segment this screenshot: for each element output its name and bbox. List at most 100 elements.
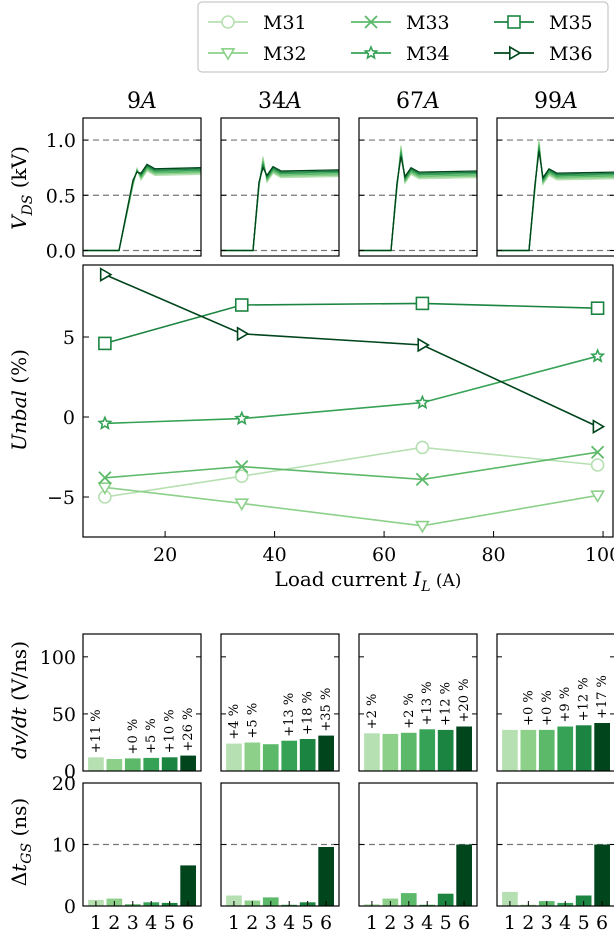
unbal-point-M35 <box>98 336 112 351</box>
dvdt-bar-M36 <box>594 723 610 771</box>
dvdt-bar-label: +13 % <box>420 681 435 725</box>
vds-trace-M34 <box>83 166 202 252</box>
unbal-point-M32 <box>234 498 250 511</box>
dvdt-bar-M31 <box>226 743 242 771</box>
dvdt-bar-label: +2 % <box>402 693 417 729</box>
unbal-point-M33 <box>235 459 249 474</box>
unbal-series-M33 <box>98 445 605 487</box>
dvdt-bar-label: +0 % <box>521 690 536 726</box>
unbal-point-M32 <box>415 520 430 534</box>
legend-label-M34: M34 <box>406 43 450 65</box>
vds-trace-M31 <box>497 140 614 252</box>
dvdt-ytick-label: 100 <box>40 647 76 669</box>
legend-marker-M33 <box>364 15 378 29</box>
unbal-xtick-label: 40 <box>263 544 287 566</box>
dtgs-xtick-label: 5 <box>440 912 452 932</box>
dtgs-ylabel: ΔtGS (ns) <box>7 798 35 886</box>
dvdt-panel-99A: +0 % +0 % +9 % +12 % +17 % <box>496 633 614 772</box>
dtgs-ytick-label: 0 <box>64 896 76 918</box>
dtgs-bar-M36 <box>594 844 610 906</box>
unbal-ytick-label: 5 <box>63 327 75 349</box>
legend-marker-M32 <box>220 47 236 61</box>
dvdt-bar-M34 <box>143 757 160 771</box>
legend-label-M31: M31 <box>263 12 307 34</box>
dvdt-bar-M32 <box>106 759 123 771</box>
vds-panel-34A: 34A <box>220 89 340 257</box>
vds-frame <box>82 117 202 257</box>
dvdt-frame <box>358 633 478 772</box>
unbal-point-M35 <box>234 298 249 312</box>
unbal-point-M34 <box>414 394 431 410</box>
unbal-point-M34 <box>589 348 606 363</box>
dvdt-frame <box>496 633 614 772</box>
dvdt-bar-M33 <box>400 732 417 771</box>
dvdt-bar-M32 <box>520 729 537 771</box>
dtgs-xtick-label: 6 <box>320 912 332 932</box>
dtgs-xtick-label: 1 <box>366 912 378 932</box>
unbalance-line-chart: 20 40 60 80 100 −5 0 5 Unbal (%) Load current IL … <box>7 264 614 595</box>
dtgs-xtick-label: 3 <box>403 912 415 932</box>
unbal-frame <box>82 264 614 538</box>
dvdt-bar-M35 <box>575 725 592 771</box>
dtgs-xtick-label: 4 <box>421 912 433 932</box>
unbal-ylabel: Unbal (%) <box>7 349 31 451</box>
vds-trace-M36 <box>83 163 202 252</box>
unbal-xtick-label: 20 <box>153 544 177 566</box>
unbal-line-M34 <box>104 355 598 425</box>
dvdt-bar-M33 <box>262 744 279 771</box>
vds-frame <box>496 117 614 257</box>
vds-trace-M31 <box>359 145 478 252</box>
unbal-line-M31 <box>104 446 598 498</box>
vds-trace-M35 <box>497 148 614 252</box>
vds-trace-M34 <box>359 152 478 252</box>
unbal-point-M33 <box>415 472 430 487</box>
vds-waveform-panels: 9A 34A 67A 99A 0.0 0.5 1.0 VDS (kV) <box>7 89 614 262</box>
legend-label-M35: M35 <box>549 12 593 34</box>
unbal-series-M31 <box>98 440 605 504</box>
dtgs-xtick-label: 5 <box>578 912 590 932</box>
unbal-line-M32 <box>104 486 598 527</box>
legend-marker-M36 <box>508 45 522 61</box>
dtgs-xtick-label: 4 <box>559 912 571 932</box>
dtgs-ytick-label: 20 <box>52 773 76 795</box>
dvdt-frame <box>82 633 202 772</box>
dvdt-bar-M34 <box>419 729 436 771</box>
dvdt-bar-M33 <box>124 758 141 771</box>
dtgs-xtick-label: 3 <box>265 912 277 932</box>
legend-label-M33: M33 <box>406 12 450 34</box>
unbal-point-M35 <box>415 296 430 311</box>
dtgs-xtick-label: 1 <box>504 912 516 932</box>
dvdt-bar-M34 <box>557 726 574 771</box>
vds-ytick-label: 0.0 <box>46 240 76 262</box>
dvdt-panel-34A: +4 % +5 % +13 % +18 % +35 % <box>220 633 340 772</box>
dvdt-bar-label: +20 % <box>457 679 472 723</box>
dtgs-xtick-label: 6 <box>458 912 470 932</box>
dvdt-bar-label: +17 % <box>595 675 610 719</box>
legend-marker-M34 <box>363 44 379 60</box>
dtgs-xtick-label: 1 <box>90 912 102 932</box>
dvdt-bar-label: +9 % <box>558 687 573 723</box>
unbal-point-M35 <box>590 301 605 316</box>
unbal-point-M34 <box>97 415 113 430</box>
dtgs-bar-M31 <box>502 891 518 906</box>
dvdt-bar-M36 <box>180 755 196 771</box>
dtgs-xtick-label: 3 <box>541 912 553 932</box>
vds-trace-M35 <box>221 163 340 252</box>
unbal-ytick-label: −5 <box>47 487 75 509</box>
unbal-point-M32 <box>97 482 113 495</box>
unbal-point-M31 <box>590 458 605 472</box>
dtgs-xtick-label: 5 <box>164 912 176 932</box>
unbal-series-M32 <box>97 482 605 534</box>
dvdt-bar-label: +4 % <box>227 704 242 740</box>
dtgs-bar-M36 <box>318 847 334 906</box>
dvdt-bar-M32 <box>382 733 399 771</box>
dvdt-bar-label: +12 % <box>577 677 592 721</box>
unbal-series-M35 <box>98 296 605 351</box>
unbal-point-M36 <box>417 337 430 353</box>
legend-label-M36: M36 <box>549 43 593 65</box>
dvdt-bar-label: +10 % <box>163 709 178 753</box>
dtgs-xtick-label: 2 <box>246 912 258 932</box>
unbal-point-M31 <box>415 440 430 455</box>
